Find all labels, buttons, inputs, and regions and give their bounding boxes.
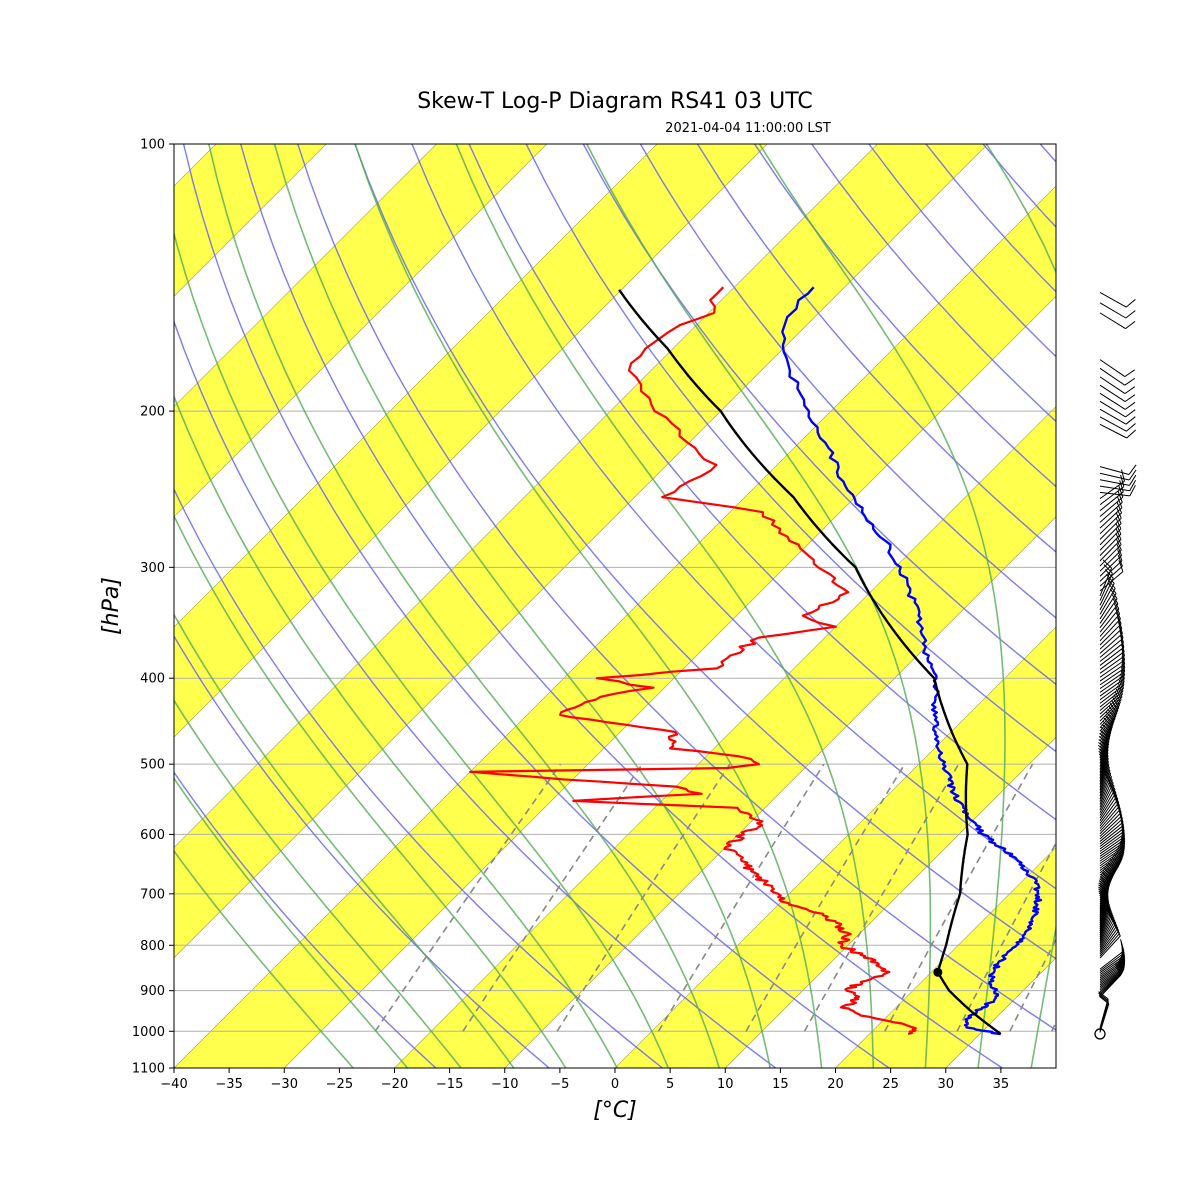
isotherm-bands bbox=[0, 144, 1200, 1068]
y-tick-label: 700 bbox=[140, 887, 165, 902]
wind-barb-staff bbox=[1100, 360, 1125, 377]
wind-barb-flag bbox=[1126, 410, 1136, 417]
y-tick-label: 600 bbox=[140, 828, 165, 843]
x-tick-label: 0 bbox=[611, 1077, 619, 1092]
y-tick-label: 400 bbox=[140, 672, 165, 687]
wind-barb-staff bbox=[1100, 409, 1126, 424]
y-tick-label: 500 bbox=[140, 758, 165, 773]
wind-barb-staff bbox=[1100, 368, 1125, 385]
wind-barb-staff bbox=[1100, 393, 1125, 409]
wind-barb-flag bbox=[1126, 321, 1136, 328]
wind-barb-flag bbox=[1126, 311, 1136, 318]
wind-barb-flag bbox=[1130, 480, 1136, 490]
chart-subtitle: 2021-04-04 11:00:00 LST bbox=[665, 121, 831, 136]
wind-barb-staff bbox=[1100, 385, 1125, 401]
x-tick-label: −15 bbox=[436, 1077, 463, 1092]
wind-barb-staff bbox=[1100, 999, 1108, 1028]
y-tick-label: 300 bbox=[140, 561, 165, 576]
wind-barb-flag bbox=[1125, 395, 1135, 402]
dry-adiabat-line bbox=[1154, 144, 1200, 1068]
y-tick-label: 900 bbox=[140, 984, 165, 999]
wind-barb-staff bbox=[1100, 473, 1129, 480]
wind-barb-profile bbox=[1095, 292, 1136, 1039]
x-tick-label: −20 bbox=[381, 1077, 408, 1092]
wind-barb-staff bbox=[1100, 467, 1129, 475]
wind-barb-staff bbox=[1100, 480, 1130, 486]
wind-barb-flag bbox=[1126, 417, 1135, 425]
x-tick-label: −10 bbox=[491, 1077, 518, 1092]
wind-barb-flag bbox=[1130, 485, 1136, 496]
wind-barb-staff bbox=[1100, 424, 1127, 438]
dry-adiabat-line bbox=[1097, 144, 1200, 1068]
wind-barb-flag bbox=[1125, 387, 1135, 394]
y-tick-label: 1000 bbox=[132, 1025, 165, 1040]
wind-barb-flag bbox=[1125, 370, 1135, 377]
wind-barb-staff bbox=[1100, 561, 1122, 581]
isotherm-band bbox=[0, 144, 106, 1068]
x-tick-label: −30 bbox=[271, 1077, 298, 1092]
y-tick-label: 200 bbox=[140, 405, 165, 420]
x-tick-label: 5 bbox=[666, 1077, 674, 1092]
dry-adiabat-line bbox=[1040, 144, 1200, 1068]
x-tick-label: 25 bbox=[882, 1077, 899, 1092]
wind-barb-staff bbox=[1100, 486, 1130, 491]
x-tick-label: 15 bbox=[772, 1077, 789, 1092]
wind-barb-flag bbox=[1126, 299, 1135, 307]
y-axis-label: [hPa] bbox=[99, 577, 124, 635]
wind-barb-staff bbox=[1100, 555, 1122, 576]
wind-barb-staff bbox=[1100, 377, 1125, 394]
wind-barb-flag bbox=[1130, 475, 1136, 485]
y-tick-label: 1100 bbox=[132, 1062, 165, 1077]
wind-barb-flag bbox=[1126, 424, 1135, 432]
wind-barb-flag bbox=[1127, 430, 1136, 438]
wind-barb-flag bbox=[1129, 465, 1136, 475]
y-axis-ticks: 100 200 300 400 500 600 700 800 900 1000 1100 bbox=[132, 138, 174, 1077]
x-tick-label: 10 bbox=[717, 1077, 734, 1092]
x-tick-label: 20 bbox=[827, 1077, 844, 1092]
chart-title: Skew-T Log-P Diagram RS41 03 UTC bbox=[417, 89, 813, 114]
wind-barb-staff bbox=[1100, 401, 1126, 417]
x-tick-label: −25 bbox=[326, 1077, 353, 1092]
x-tick-label: −35 bbox=[215, 1077, 242, 1092]
wind-barb-flag bbox=[1125, 378, 1135, 385]
x-tick-label: −5 bbox=[550, 1077, 569, 1092]
y-tick-label: 800 bbox=[140, 939, 165, 954]
y-tick-label: 100 bbox=[140, 138, 165, 153]
lcl-marker bbox=[933, 968, 942, 977]
x-tick-label: −40 bbox=[160, 1077, 187, 1092]
x-tick-label: 30 bbox=[937, 1077, 954, 1092]
wind-barb-flag bbox=[1125, 402, 1135, 409]
wind-barb-flag bbox=[1129, 470, 1136, 480]
x-axis-label: [°C] bbox=[593, 1098, 637, 1123]
x-tick-label: 35 bbox=[993, 1077, 1010, 1092]
x-axis-ticks: −40 −35 −30 −25 −20 −15 −10 −5 0 5 10 15 20 25 30 35 bbox=[160, 1068, 1009, 1092]
wind-barb-staff bbox=[1100, 417, 1126, 431]
